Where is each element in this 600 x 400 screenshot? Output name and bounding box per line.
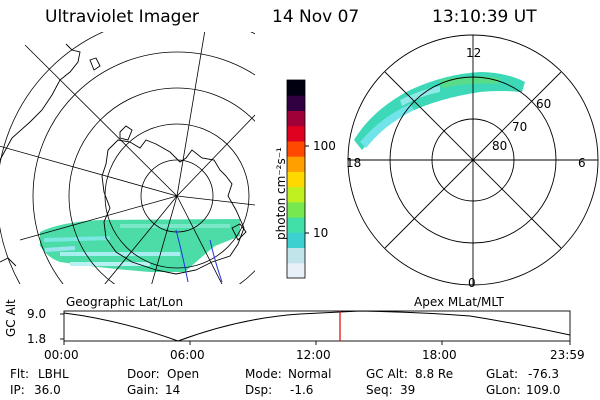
colorbar-swatch [287,156,305,172]
colorbar-swatch [287,140,305,157]
mlat-label-60: 60 [536,97,552,111]
info-ip-value: 36.0 [34,383,61,397]
altitude-frame [63,310,571,342]
colorbar-swatch [287,171,305,188]
colorbar-swatch [287,125,305,142]
geo-lon-lines [0,32,255,284]
info-filter-value: LBHL [38,367,69,381]
instrument-title: Ultraviolet Imager [45,7,199,27]
colorbar-swatch [287,201,305,218]
altitude-x-ticks [63,341,571,345]
mlt-label-6: 6 [578,156,586,170]
geo-emission-band [40,219,240,272]
altitude-x-tick-0000: 00:00 [44,348,79,362]
info-mode-value: Normal [288,367,332,381]
mlt-label-12: 12 [466,46,482,60]
colorbar [286,79,309,279]
colorbar-gradient [287,80,305,279]
colorbar-unit-label: photon cm⁻²s⁻¹ [274,147,288,240]
info-glat-value: -76.3 [528,367,560,381]
colorbar-swatch [287,186,305,203]
mlat-label-70: 70 [512,120,528,134]
altitude-y-tick-9: 9.0 [27,307,47,321]
geo-coastlines [0,43,247,275]
colorbar-ticks [305,145,309,234]
altitude-y-ticks [60,313,64,340]
info-gain-label: Gain: [127,383,159,397]
colorbar-tick-10: 10 [313,226,329,240]
info-filter-label: Flt: [10,367,29,381]
altitude-x-tick-1800: 18:00 [422,348,457,362]
info-glat-label: GLat: [486,367,519,381]
info-door-value: Open [167,367,200,381]
mlat-label-80: 80 [492,139,508,153]
colorbar-swatch [287,95,305,111]
mlt-label-0: 0 [468,276,476,290]
colorbar-swatch [287,80,305,96]
info-glon-label: GLon: [486,383,521,397]
altitude-y-tick-1-8: 1.8 [27,332,47,346]
observation-date: 14 Nov 07 [272,7,360,27]
colorbar-swatch [287,217,305,233]
right-panel-caption: Apex MLat/MLT [414,295,504,309]
altitude-plot [60,310,571,345]
info-seq-value: 39 [400,383,416,397]
info-glon-value: 109.0 [526,383,561,397]
colorbar-tick-100: 100 [313,139,336,153]
altitude-x-tick-0600: 06:00 [170,348,205,362]
info-seq-label: Seq: [366,383,393,397]
mlt-label-18: 18 [346,156,362,170]
geographic-map [0,32,255,284]
colorbar-swatch [287,232,305,249]
altitude-x-tick-2359: 23:59 [550,348,585,362]
colorbar-swatch [287,262,305,279]
info-gcalt-label: GC Alt: [366,367,408,381]
info-mode-label: Mode: [245,367,282,381]
geo-blue-track [175,229,189,283]
mag-mlt-lines [348,35,598,285]
info-ip-label: IP: [10,383,25,397]
altitude-curve [63,310,571,342]
altitude-y-label: GC Alt [4,299,18,337]
info-gain-value: 14 [165,383,181,397]
info-dsp-label: Dsp: [245,383,273,397]
info-gcalt-value: 8.8 Re [415,367,454,381]
colorbar-swatch [287,247,305,264]
colorbar-frame [286,79,306,279]
geo-blue-track-2 [209,239,223,283]
magnetic-polar-plot [347,34,599,286]
left-panel-caption: Geographic Lat/Lon [66,295,184,309]
info-dsp-value: -1.6 [290,383,314,397]
altitude-x-tick-1200: 12:00 [296,348,331,362]
info-door-label: Door: [127,367,160,381]
observation-time: 13:10:39 UT [432,7,537,27]
colorbar-swatch [287,110,305,127]
